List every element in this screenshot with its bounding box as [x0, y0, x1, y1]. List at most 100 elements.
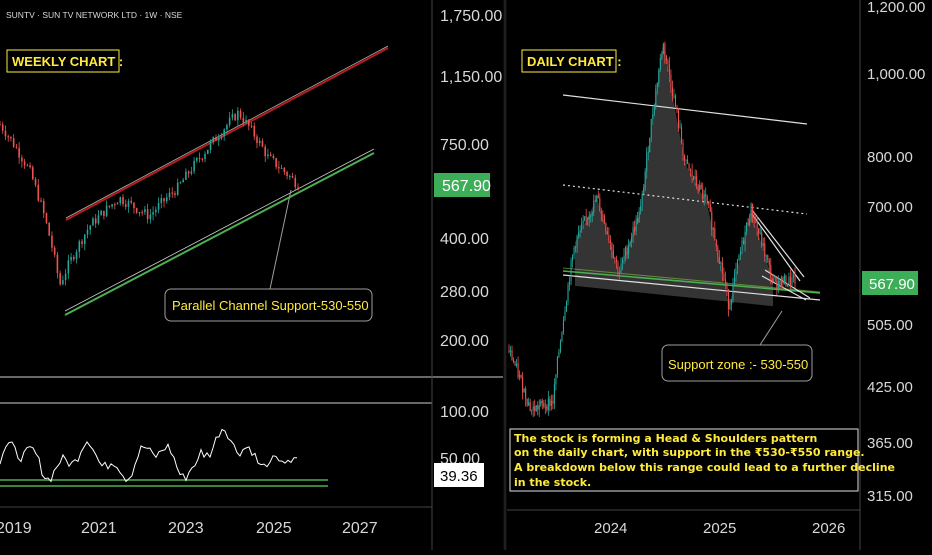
candle-body: [711, 211, 713, 230]
daily-price-badge: [862, 271, 918, 295]
candle-body: [535, 405, 537, 411]
candle-body: [676, 106, 678, 111]
candle-body: [649, 138, 651, 153]
candle-body: [556, 356, 558, 375]
weekly-y-tick: 400.00: [440, 231, 489, 248]
candle-body: [680, 127, 683, 143]
candle-body: [752, 203, 754, 218]
wedge-lower-2: [761, 275, 807, 301]
candle-body: [291, 175, 294, 178]
candle-body: [56, 254, 59, 274]
candle-body: [114, 204, 116, 206]
candle-body: [618, 272, 621, 274]
candle-body: [15, 146, 18, 148]
symbol-title: SUNTV · SUN TV NETWORK LTD · 1W · NSE: [6, 10, 183, 20]
candle-body: [48, 222, 51, 236]
candle-body: [626, 247, 628, 255]
candle-body: [212, 136, 215, 143]
candle-body: [100, 210, 102, 216]
candle-body: [565, 301, 568, 312]
candle-body: [1, 124, 4, 131]
daily-x-tick: 2024: [594, 520, 627, 537]
candle-body: [585, 216, 587, 218]
candle-body: [51, 235, 53, 248]
candle-body: [196, 158, 198, 161]
candle-body: [673, 95, 675, 97]
channel-resistance-red: [65, 47, 389, 221]
candle-body: [720, 262, 722, 264]
candle-body: [634, 227, 636, 232]
candle-body: [10, 136, 12, 139]
candle-body: [600, 210, 602, 215]
neckline: [562, 274, 821, 301]
candle-body: [543, 403, 545, 407]
candle-body: [721, 262, 723, 274]
candle-body: [242, 117, 245, 123]
candle-body: [755, 221, 757, 223]
candle-body: [73, 257, 75, 260]
candle-body: [606, 231, 608, 235]
candle-body: [661, 54, 663, 58]
candle-body: [587, 217, 589, 220]
candle-body: [567, 284, 569, 302]
candle-body: [81, 241, 83, 245]
candle-body: [32, 167, 34, 180]
candle-body: [730, 300, 732, 305]
candle-body: [23, 161, 26, 166]
candle-body: [176, 182, 179, 195]
candle-body: [217, 138, 220, 141]
candle-body: [165, 197, 168, 202]
daily-label-box: [521, 49, 617, 73]
weekly-y-tick: 750.00: [440, 137, 489, 154]
candle-body: [550, 400, 552, 406]
candle-body: [198, 158, 201, 160]
candle-body: [228, 117, 231, 125]
candle-body: [786, 283, 788, 286]
candle-body: [528, 402, 530, 406]
candle-body: [694, 176, 696, 180]
candle-body: [789, 276, 792, 285]
candle-body: [593, 200, 595, 213]
analysis-note-line: on the daily chart, with support in the …: [514, 446, 865, 459]
candle-body: [791, 277, 793, 285]
candle-body: [119, 197, 122, 204]
candle-body: [127, 200, 130, 207]
candle-body: [612, 250, 614, 258]
candle-body: [668, 64, 670, 75]
candle-body: [549, 398, 551, 406]
candle-body: [163, 198, 165, 202]
candle-body: [705, 194, 707, 197]
candle-body: [609, 240, 611, 244]
candle-body: [525, 388, 527, 399]
daily-y-tick: 1,200.00: [867, 0, 925, 16]
candle-body: [611, 243, 613, 251]
candle-body: [570, 260, 572, 282]
candle-body: [629, 242, 631, 246]
candle-body: [780, 277, 782, 288]
candle-body: [201, 158, 204, 160]
candle-body: [750, 203, 752, 221]
candle-body: [662, 43, 664, 55]
candle-body: [596, 195, 598, 202]
candle-body: [86, 229, 89, 235]
candle-body: [70, 257, 72, 261]
candle-body: [250, 125, 253, 127]
candle-body: [656, 82, 658, 89]
daily-y-tick: 800.00: [867, 149, 913, 166]
candle-body: [568, 281, 571, 285]
candle-body: [785, 275, 787, 286]
candle-body: [105, 205, 108, 217]
candle-body: [575, 246, 577, 248]
candle-body: [735, 268, 737, 275]
weekly-price-badge: [434, 173, 490, 197]
analysis-note-line: A breakdown below this range could lead …: [514, 461, 895, 474]
candle-body: [729, 304, 731, 310]
candle-body: [573, 247, 575, 256]
candle-body: [288, 175, 291, 177]
candle-body: [138, 212, 141, 214]
candle-body: [552, 400, 554, 404]
candle-body: [637, 218, 639, 223]
candle-body: [768, 260, 770, 266]
